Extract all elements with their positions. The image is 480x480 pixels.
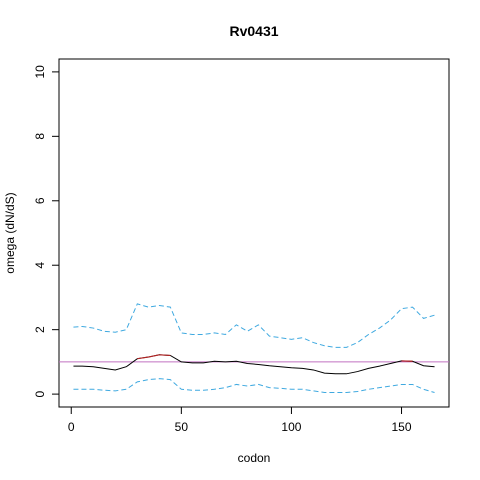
plot-box <box>58 58 450 408</box>
highlight-segment <box>148 354 160 358</box>
x-tick-label: 50 <box>175 420 189 434</box>
y-axis-label: omega (dN/dS) <box>3 192 17 273</box>
y-tick-label: 8 <box>33 133 47 140</box>
chart-title: Rv0431 <box>229 23 278 39</box>
y-tick-label: 2 <box>33 326 47 333</box>
y-tick-label: 0 <box>33 390 47 397</box>
x-tick-label: 150 <box>392 420 412 434</box>
x-tick-label: 0 <box>68 420 75 434</box>
x-tick-label: 100 <box>281 420 301 434</box>
x-axis-label: codon <box>238 451 271 465</box>
y-tick-label: 6 <box>33 197 47 204</box>
highlight-segment <box>159 354 171 357</box>
y-tick-label: 10 <box>33 65 47 79</box>
series-line <box>73 378 435 393</box>
series-line <box>73 303 435 348</box>
highlight-segment <box>137 356 149 360</box>
series-line <box>73 354 435 375</box>
y-tick-label: 4 <box>33 262 47 269</box>
